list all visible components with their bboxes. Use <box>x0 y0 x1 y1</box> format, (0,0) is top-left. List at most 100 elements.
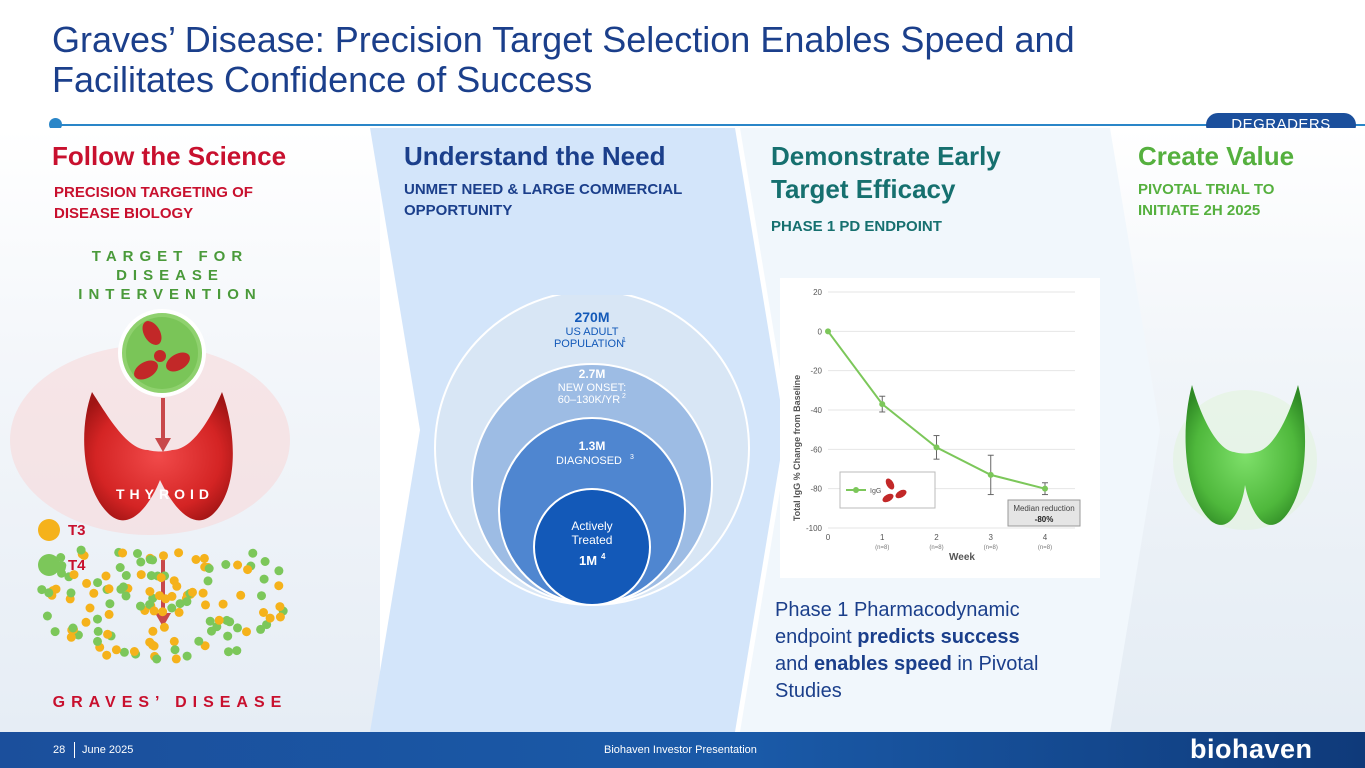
hormone-dot <box>233 560 243 570</box>
hormone-dot <box>223 631 233 641</box>
circle-1-sup: 1 <box>622 337 626 344</box>
thyroid-illustration <box>10 309 290 664</box>
hormone-dot <box>236 590 246 600</box>
x-axis-label: Week <box>949 552 975 563</box>
x-sub-label: (n=8) <box>984 545 998 551</box>
hormone-dot <box>105 599 115 609</box>
legend-t3: T3 <box>38 519 86 541</box>
legend-series-name: IgG <box>870 488 881 495</box>
hormone-dot <box>76 545 86 555</box>
title-line-2: Facilitates Confidence of Success <box>52 59 593 100</box>
hormone-dot <box>104 584 114 594</box>
hormone-dot <box>243 565 253 575</box>
circle-4-sup: 4 <box>601 552 606 561</box>
hormone-dot <box>200 641 210 651</box>
hormone-dot <box>198 588 208 598</box>
hormone-dot <box>101 571 111 581</box>
hormone-dot <box>68 623 78 633</box>
value-subheading: PIVOTAL TRIAL TO INITIATE 2H 2025 <box>1138 179 1274 221</box>
circle-2-line-2: 60–130K/YR <box>558 394 620 406</box>
hormone-dot <box>66 588 76 598</box>
hormone-dot <box>257 591 266 601</box>
hormone-dot <box>148 593 158 603</box>
hormone-dot <box>89 588 99 598</box>
hormone-dot <box>194 636 204 646</box>
title-line-1: Graves’ Disease: Precision Target Select… <box>52 19 1075 60</box>
hormone-dot <box>104 609 114 619</box>
circle-2-line-1: NEW ONSET: <box>558 382 626 394</box>
circle-3-value: 1.3M <box>579 439 606 453</box>
y-tick-label: -100 <box>806 524 823 533</box>
legend-marker <box>853 487 859 493</box>
hormone-dot <box>57 568 66 578</box>
hormone-dot <box>85 603 95 613</box>
hormone-dot <box>233 623 242 633</box>
footer-separator <box>74 742 75 758</box>
body-bold-2: enables speed <box>813 653 952 675</box>
science-sub-line-1: PRECISION TARGETING OF <box>54 184 253 201</box>
divider-dot <box>49 118 62 131</box>
hormone-dot <box>121 591 131 601</box>
circle-4-line-1: Actively <box>571 519 612 533</box>
hormone-dot <box>145 555 155 564</box>
hormone-dot <box>66 632 76 642</box>
chart-legend: IgG <box>839 471 936 509</box>
hormone-dot <box>148 626 158 636</box>
hormone-dot <box>82 578 92 588</box>
footer: 28 June 2025 Biohaven Investor Presentat… <box>0 732 1365 768</box>
circle-4-value: 1M <box>579 553 597 568</box>
hormone-dot <box>136 557 146 567</box>
hormone-dot <box>102 650 112 660</box>
need-heading: Understand the Need <box>404 141 666 171</box>
hormone-dot <box>119 647 129 657</box>
need-sub-line-1: UNMET NEED & LARGE COMMERCIAL <box>404 181 683 198</box>
hormone-dot <box>159 622 169 632</box>
body-text-3: and <box>775 653 814 675</box>
target-line-2: DISEASE <box>116 267 224 284</box>
data-point <box>933 444 940 451</box>
hormone-dot <box>118 548 128 558</box>
hormone-dot <box>191 555 201 564</box>
circle-3-sup: 3 <box>630 454 634 461</box>
hormone-dot <box>167 603 177 613</box>
hormone-dot <box>37 585 47 595</box>
median-reduction-value: -80% <box>1035 515 1054 524</box>
hormone-dot <box>201 600 210 610</box>
hormone-dot <box>265 613 275 623</box>
t4-label: T4 <box>68 556 86 574</box>
value-sub-line-2: INITIATE 2H 2025 <box>1138 202 1261 219</box>
circle-1-line-2: POPULATION <box>554 338 624 350</box>
hormone-dot <box>260 557 270 566</box>
hormone-dot <box>111 645 121 655</box>
body-text-5: Studies <box>775 680 842 702</box>
hormone-dot <box>182 651 192 661</box>
hormone-dot <box>205 616 215 626</box>
hormone-dot <box>156 573 166 583</box>
data-point <box>879 401 886 408</box>
hormone-dot <box>50 627 60 637</box>
data-point <box>825 328 831 335</box>
efficacy-subheading: PHASE 1 PD ENDPOINT <box>771 218 942 235</box>
legend-t4: T4 <box>38 554 86 576</box>
science-sub-line-2: DISEASE BIOLOGY <box>54 205 194 222</box>
y-tick-label: -20 <box>810 367 822 376</box>
hormone-dot <box>121 571 131 580</box>
hormone-dot <box>204 564 214 573</box>
hormone-dot <box>170 645 180 655</box>
hormone-dot <box>174 607 184 617</box>
market-circles: 270M US ADULT POPULATION 1 2.7M NEW ONSE… <box>434 295 750 606</box>
antibody-icon <box>134 321 190 380</box>
target-line-3: INTERVENTION <box>78 286 262 303</box>
t4-swatch <box>38 554 60 576</box>
hormone-dot <box>222 615 232 625</box>
hormone-dot <box>133 549 142 558</box>
circle-2-value: 2.7M <box>579 367 606 381</box>
hormone-dot <box>148 640 157 650</box>
hormone-dot <box>218 599 228 609</box>
median-reduction-label: Median reduction <box>1013 504 1074 513</box>
value-heading: Create Value <box>1138 141 1295 171</box>
hormone-dot <box>129 647 139 656</box>
legend-antibody-icon <box>882 478 907 503</box>
hormone-dot <box>248 548 258 558</box>
hormone-dot <box>274 566 284 576</box>
